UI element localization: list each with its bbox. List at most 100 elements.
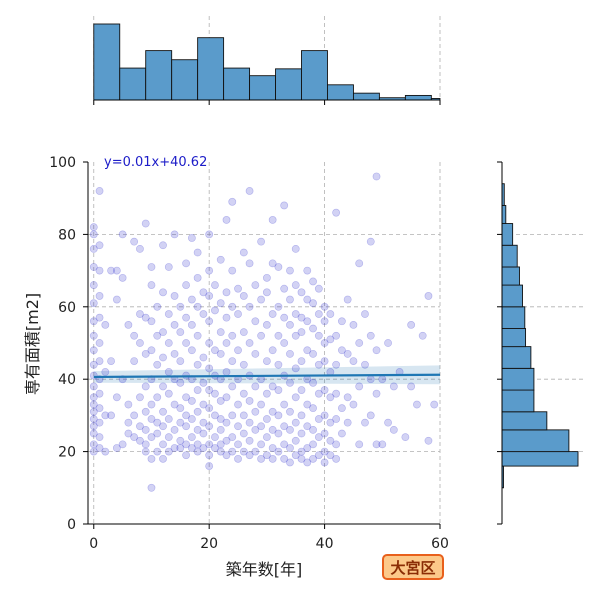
data-point [320, 411, 329, 420]
data-point [361, 418, 369, 427]
data-point [222, 393, 231, 402]
data-point [245, 187, 254, 195]
data-point [193, 386, 202, 394]
data-point [372, 440, 381, 449]
data-point [338, 346, 346, 355]
data-point [141, 425, 150, 434]
data-point [314, 310, 323, 318]
data-point [193, 440, 202, 449]
data-point [355, 440, 364, 449]
data-point [257, 400, 266, 409]
data-point [228, 302, 237, 311]
data-point [159, 288, 167, 297]
data-point [89, 415, 98, 423]
data-point [170, 230, 179, 239]
data-point [222, 313, 231, 322]
data-point [309, 299, 317, 308]
data-point [222, 451, 231, 460]
data-point [303, 444, 312, 452]
data-point [228, 433, 237, 442]
x-hist-bar [197, 37, 225, 101]
data-point [338, 317, 346, 326]
data-point [130, 237, 139, 246]
data-point [170, 400, 179, 409]
data-point [164, 263, 173, 271]
data-point [89, 422, 98, 431]
data-point [164, 447, 173, 456]
data-point [95, 357, 104, 365]
data-point [199, 378, 208, 387]
data-point [147, 400, 156, 409]
data-point [309, 425, 317, 434]
data-point [199, 353, 208, 362]
data-point [211, 411, 219, 420]
data-point [309, 378, 317, 387]
data-point [361, 310, 369, 318]
data-point [251, 317, 260, 326]
data-point [211, 346, 219, 355]
data-point [216, 349, 225, 358]
data-point [176, 404, 185, 413]
data-point [118, 230, 127, 239]
x-tick-label: 40 [316, 536, 334, 552]
data-point [286, 266, 294, 275]
data-point [251, 349, 260, 358]
data-point [245, 302, 254, 311]
data-point [107, 357, 115, 365]
data-point [268, 216, 277, 224]
data-point [257, 422, 266, 431]
data-point [314, 360, 323, 369]
data-point [286, 425, 294, 434]
data-point [176, 418, 185, 427]
data-point [141, 313, 150, 322]
data-point [407, 382, 416, 391]
data-point [239, 292, 248, 300]
data-point [170, 425, 179, 434]
data-point [280, 440, 289, 449]
data-point [291, 310, 300, 318]
data-point [147, 263, 156, 271]
data-point [366, 375, 375, 384]
data-point [153, 360, 162, 369]
data-point [159, 328, 167, 337]
data-point [274, 386, 283, 394]
data-point [187, 444, 196, 452]
data-point [205, 364, 214, 373]
data-point [136, 339, 144, 347]
data-point [286, 349, 294, 358]
data-point [303, 317, 312, 326]
data-point [187, 295, 196, 304]
data-point [326, 310, 335, 318]
data-point [291, 281, 300, 289]
data-point [239, 411, 248, 420]
data-point [245, 339, 254, 347]
regression-line [93, 373, 441, 379]
data-point [262, 389, 271, 398]
data-point [297, 328, 306, 337]
data-point [314, 415, 323, 423]
y-hist-bar [501, 389, 535, 413]
data-point [141, 382, 150, 391]
data-point [89, 360, 98, 369]
data-point [95, 389, 104, 398]
data-point [378, 440, 387, 449]
data-point [136, 244, 144, 253]
data-point [366, 331, 375, 340]
data-point [205, 422, 214, 431]
data-point [124, 418, 133, 427]
data-point [332, 440, 341, 449]
data-point [141, 407, 150, 416]
data-point [199, 444, 208, 452]
data-point [239, 328, 248, 337]
data-point [182, 411, 190, 420]
data-point [314, 284, 323, 293]
data-point [384, 339, 392, 347]
data-point [303, 400, 312, 409]
data-point [274, 302, 283, 311]
data-point [147, 317, 156, 326]
data-point [245, 259, 254, 268]
data-point [245, 397, 254, 405]
data-point [303, 346, 312, 355]
data-point [193, 407, 202, 416]
y-hist-bar [501, 306, 526, 329]
